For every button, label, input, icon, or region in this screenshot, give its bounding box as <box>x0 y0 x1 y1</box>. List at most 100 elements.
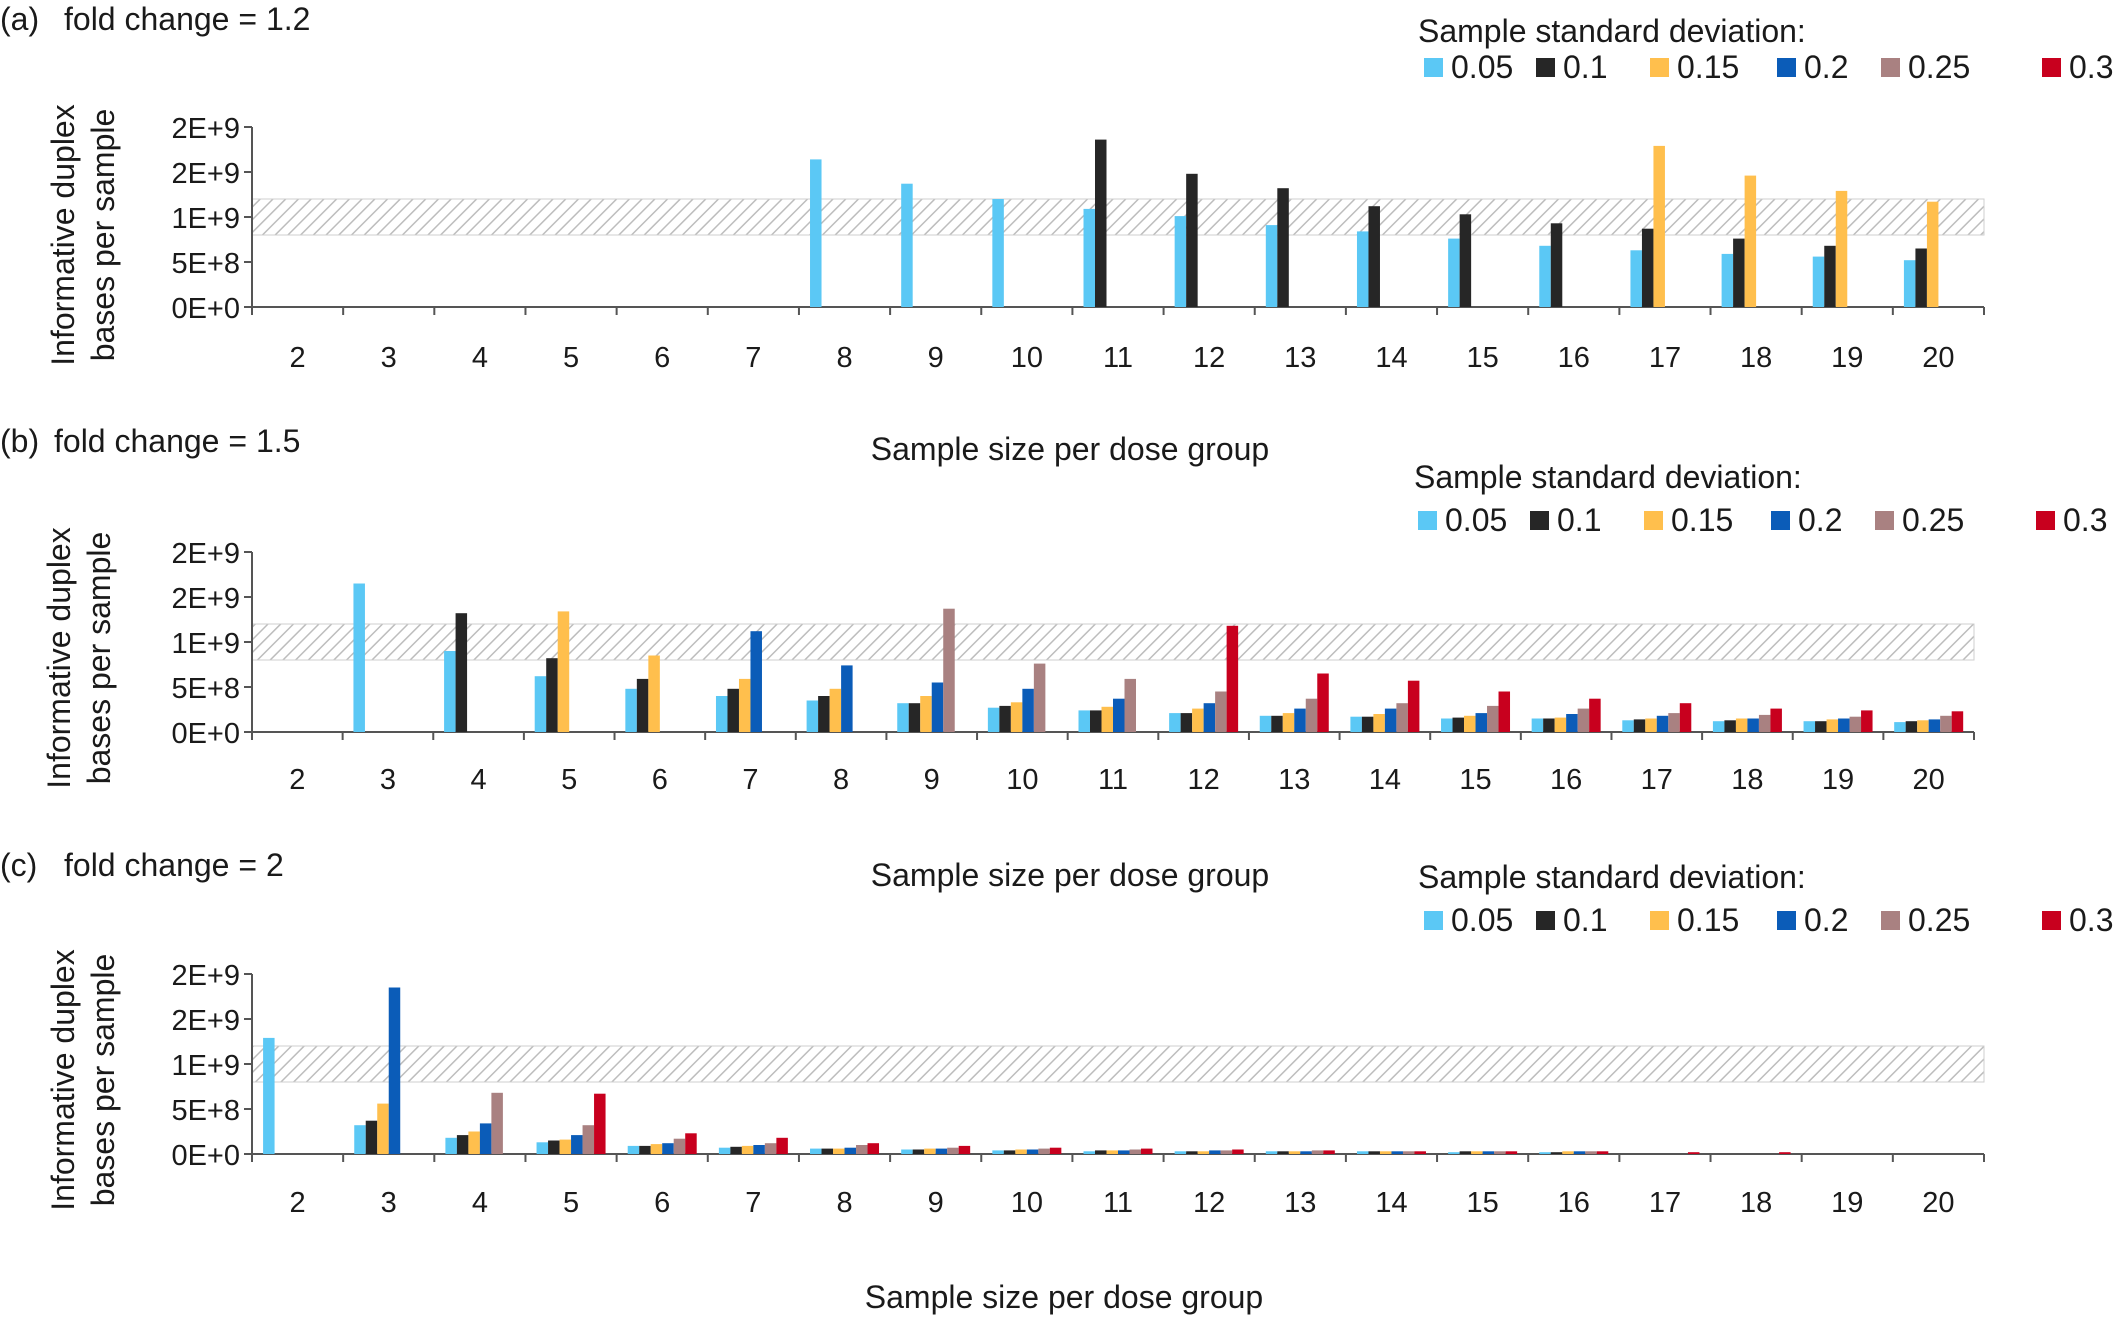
panel-b-bar-series-0.3-n-20 <box>1951 711 1964 732</box>
panel-c-bar-series-0.3-n-12 <box>1232 1149 1244 1154</box>
panel-b-legend-title: Sample standard deviation: <box>1414 459 1802 495</box>
panel-a-legend-swatch-0.1 <box>1536 58 1555 77</box>
panel-b-bar-series-0.3-n-15 <box>1498 691 1511 732</box>
panel-a-legend-swatch-0.25 <box>1881 58 1900 77</box>
panel-b-bar-series-0.05-n-14 <box>1350 716 1362 732</box>
panel-a-x-tick-label: 3 <box>381 342 397 374</box>
panel-b-bar-series-0.2-n-19 <box>1838 718 1850 732</box>
panel-c-legend-swatch-0.05 <box>1424 911 1443 930</box>
panel-b-bar-series-0.05-n-7 <box>715 696 728 732</box>
panel-b-bar-series-0.05-n-18 <box>1712 721 1725 732</box>
panel-a-x-tick-label: 8 <box>836 342 852 374</box>
panel-a-x-tick-label: 15 <box>1466 342 1498 374</box>
panel-c-bar-series-0.2-n-9 <box>935 1148 948 1154</box>
panel-a-x-tick-label: 11 <box>1103 342 1133 374</box>
panel-b-bar-series-0.15-n-10 <box>1010 702 1023 732</box>
panel-b-bar-series-0.1-n-15 <box>1452 717 1465 732</box>
panel-b-bar-series-0.1-n-17 <box>1633 719 1646 732</box>
panel-b-legend-label-0.25: 0.25 <box>1902 502 1964 538</box>
panel-b-legend-swatch-0.15 <box>1644 511 1663 530</box>
panel-c-bar-series-0.05-n-9 <box>901 1149 913 1154</box>
panel-c-bar-series-0.3-n-16 <box>1596 1151 1609 1154</box>
panel-b-bar-series-0.1-n-12 <box>1180 713 1193 732</box>
panel-b-x-tick-label: 11 <box>1098 764 1128 796</box>
panel-b-x-tick-label: 5 <box>561 764 577 796</box>
panel-c-y-tick-label: 2E+9 <box>171 960 240 992</box>
panel-c-bar-series-0.2-n-3 <box>388 987 401 1154</box>
panel-b-bar-series-0.1-n-19 <box>1815 721 1827 732</box>
panel-a-x-tick-label: 12 <box>1193 342 1225 374</box>
panel-b-x-tick-label: 17 <box>1641 764 1673 796</box>
panel-c-legend-swatch-0.15 <box>1650 911 1669 930</box>
panel-b-bar-series-0.15-n-18 <box>1735 718 1748 732</box>
panel-b-legend-swatch-0.05 <box>1418 511 1437 530</box>
panel-b-bar-series-0.1-n-10 <box>999 705 1011 732</box>
panel-b-x-tick-label: 8 <box>833 764 849 796</box>
panel-c-bar-series-0.1-n-16 <box>1550 1152 1563 1154</box>
panel-b-bar-series-0.25-n-11 <box>1124 678 1136 732</box>
panel-c-bar-series-0.25-n-7 <box>764 1143 777 1154</box>
panel-b-bar-series-0.05-n-3 <box>353 583 365 732</box>
panel-c-bar-series-0.15-n-12 <box>1197 1151 1210 1154</box>
panel-c-bar-series-0.3-n-11 <box>1141 1148 1153 1154</box>
panel-c-bar-series-0.3-n-8 <box>867 1143 880 1154</box>
panel-b-bar-series-0.1-n-9 <box>908 703 921 732</box>
panel-c-bar-series-0.2-n-10 <box>1026 1149 1039 1154</box>
panel-c-bar-series-0.1-n-11 <box>1095 1150 1107 1154</box>
panel-b-bar-series-0.25-n-19 <box>1849 716 1862 732</box>
panel-b-bar-series-0.15-n-15 <box>1464 715 1476 732</box>
panel-b-bar-series-0.2-n-10 <box>1022 688 1034 732</box>
panel-b-bar-series-0.2-n-17 <box>1656 715 1669 732</box>
panel-b-bar-series-0.15-n-16 <box>1554 717 1567 732</box>
panel-b-bar-series-0.1-n-14 <box>1361 716 1374 732</box>
panel-a-bar-series-0.15-n-17 <box>1653 145 1665 307</box>
panel-c-bar-series-0.3-n-6 <box>685 1133 697 1154</box>
panel-c-bar-series-0.25-n-15 <box>1494 1151 1506 1154</box>
panel-a-x-tick-label: 16 <box>1558 342 1590 374</box>
panel-c-bar-series-0.2-n-8 <box>844 1147 857 1154</box>
panel-c-bar-series-0.3-n-5 <box>594 1093 606 1154</box>
panel-a-bar-series-0.05-n-9 <box>901 183 913 307</box>
panel-c-bar-series-0.25-n-6 <box>673 1138 686 1154</box>
panel-a-x-tick-label: 2 <box>290 342 306 374</box>
panel-c-legend-label-0.1: 0.1 <box>1563 902 1607 938</box>
panel-c-bar-series-0.2-n-6 <box>662 1143 674 1154</box>
panel-c-legend-swatch-0.1 <box>1536 911 1555 930</box>
panel-c-bar-series-0.1-n-13 <box>1277 1151 1289 1154</box>
panel-c-bar-series-0.2-n-15 <box>1482 1151 1495 1154</box>
panel-b-bar-series-0.15-n-20 <box>1917 720 1929 732</box>
panel-a-x-tick-label: 14 <box>1375 342 1407 374</box>
panel-a-x-tick-label: 13 <box>1284 342 1316 374</box>
panel-a-bar-series-0.05-n-16 <box>1539 245 1551 307</box>
panel-c-bar-series-0.3-n-18 <box>1779 1152 1791 1154</box>
panel-b-bar-series-0.15-n-19 <box>1826 719 1839 732</box>
panel-c-x-tick-label: 3 <box>381 1187 397 1219</box>
panel-b-bar-series-0.3-n-14 <box>1407 680 1420 732</box>
panel-c-x-tick-label: 7 <box>745 1187 761 1219</box>
panel-b-legend: 0.05 0.1 0.15 0.2 0.25 0.3 <box>1418 502 2107 538</box>
panel-c-legend-swatch-0.25 <box>1881 911 1900 930</box>
panel-b-legend-label-0.1: 0.1 <box>1557 502 1601 538</box>
panel-b-y-tick-label: 5E+8 <box>171 673 240 705</box>
panel-a-x-tick-label: 10 <box>1011 342 1043 374</box>
panel-a-x-tick-label: 7 <box>745 342 761 374</box>
panel-c-y-axis-label-line-1: Informative duplex <box>45 949 81 1210</box>
panel-a-bar-series-0.1-n-11 <box>1095 139 1107 307</box>
panel-b-x-tick-label: 3 <box>380 764 396 796</box>
panel-a-x-tick-label: 6 <box>654 342 670 374</box>
panel-b: (b) fold change = 1.5 Sample standard de… <box>0 423 2107 893</box>
panel-b-bar-series-0.05-n-17 <box>1622 720 1634 732</box>
panel-b-x-tick-label: 7 <box>742 764 758 796</box>
panel-b-bar-series-0.05-n-6 <box>625 688 637 732</box>
panel-a-bar-series-0.05-n-8 <box>810 159 822 307</box>
panel-a-bar-series-0.1-n-12 <box>1186 173 1198 307</box>
panel-a-x-tick-label: 18 <box>1740 342 1772 374</box>
panel-c-bar-series-0.3-n-17 <box>1687 1152 1700 1154</box>
panel-c-bar-series-0.15-n-4 <box>468 1131 480 1154</box>
panel-a-label: (a) <box>0 1 39 37</box>
panel-c-title: fold change = 2 <box>64 847 284 883</box>
panel-c-bar-series-0.15-n-15 <box>1471 1151 1483 1154</box>
panel-c-legend: 0.05 0.1 0.15 0.2 0.25 0.3 <box>1424 902 2113 938</box>
panel-b-bar-series-0.15-n-5 <box>557 611 570 732</box>
panel-b-bar-series-0.25-n-13 <box>1305 698 1318 732</box>
